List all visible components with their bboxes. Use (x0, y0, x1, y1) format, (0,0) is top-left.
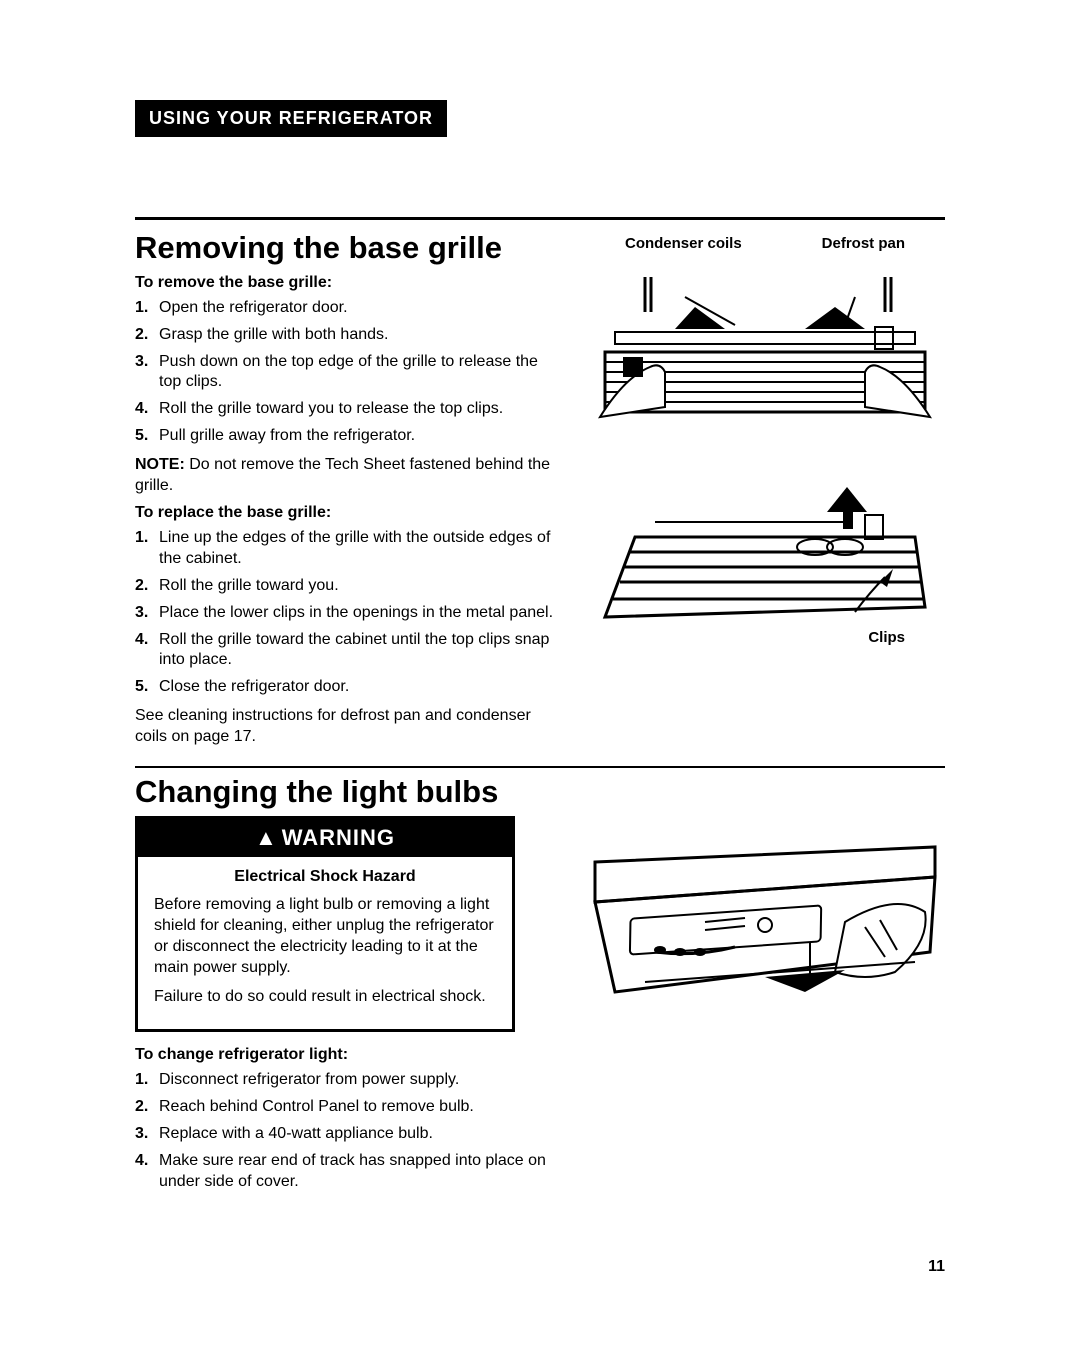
label-clips: Clips (585, 629, 945, 646)
warning-p2: Failure to do so could result in electri… (154, 987, 496, 1008)
list-item: Place the lower clips in the openings in… (135, 603, 555, 624)
note-text: Do not remove the Tech Sheet fastened be… (135, 456, 550, 494)
list-item: Open the refrigerator door. (135, 298, 555, 319)
change-steps: Disconnect refrigerator from power suppl… (135, 1070, 555, 1192)
warning-heading: WARNING (138, 819, 512, 857)
right-column: Condenser coils Defrost pan (585, 230, 945, 646)
list-item: Disconnect refrigerator from power suppl… (135, 1070, 555, 1091)
replace-steps: Line up the edges of the grille with the… (135, 528, 555, 698)
warning-body: Electrical Shock Hazard Before removing … (138, 857, 512, 1030)
rule-top (135, 217, 945, 220)
note-label: NOTE: (135, 456, 185, 473)
list-item: Replace with a 40-watt appliance bulb. (135, 1124, 555, 1145)
section-tab: USING YOUR REFRIGERATOR (135, 100, 447, 137)
list-item: Push down on the top edge of the grille … (135, 352, 555, 394)
label-condenser: Condenser coils (625, 236, 742, 253)
list-item: Close the refrigerator door. (135, 677, 555, 698)
figure-light-panel (585, 822, 945, 1022)
list-item: Make sure rear end of track has snapped … (135, 1151, 555, 1193)
grille-hands-illustration (585, 257, 945, 427)
section-removing-grille: Removing the base grille To remove the b… (135, 230, 945, 756)
subhead-change-light: To change refrigerator light: (135, 1046, 555, 1064)
see-also: See cleaning instructions for defrost pa… (135, 706, 555, 748)
list-item: Roll the grille toward you to release th… (135, 399, 555, 420)
warning-subtitle: Electrical Shock Hazard (154, 867, 496, 888)
right-column-2 (585, 816, 945, 1022)
warning-p1: Before removing a light bulb or removing… (154, 895, 496, 978)
list-item: Grasp the grille with both hands. (135, 325, 555, 346)
warning-box: WARNING Electrical Shock Hazard Before r… (135, 816, 515, 1033)
rule-mid (135, 766, 945, 768)
list-item: Pull grille away from the refrigerator. (135, 426, 555, 447)
figure-base-grille-hands: Condenser coils Defrost pan (585, 236, 945, 427)
left-column: Removing the base grille To remove the b… (135, 230, 555, 756)
heading-removing: Removing the base grille (135, 230, 555, 266)
light-panel-illustration (585, 822, 945, 1022)
list-item: Roll the grille toward you. (135, 576, 555, 597)
subhead-replace: To replace the base grille: (135, 504, 555, 522)
section-light-bulbs: WARNING Electrical Shock Hazard Before r… (135, 816, 945, 1199)
list-item: Line up the edges of the grille with the… (135, 528, 555, 570)
grille-clips-illustration (585, 477, 945, 627)
page-number: 11 (135, 1258, 945, 1276)
list-item: Reach behind Control Panel to remove bul… (135, 1097, 555, 1118)
figure-base-grille-clips: Clips (585, 477, 945, 646)
left-column-2: WARNING Electrical Shock Hazard Before r… (135, 816, 555, 1199)
subhead-remove: To remove the base grille: (135, 274, 555, 292)
label-defrost: Defrost pan (822, 236, 905, 253)
remove-steps: Open the refrigerator door. Grasp the gr… (135, 298, 555, 447)
note-para: NOTE: Do not remove the Tech Sheet faste… (135, 455, 555, 497)
list-item: Roll the grille toward the cabinet until… (135, 630, 555, 672)
heading-light-bulbs: Changing the light bulbs (135, 774, 945, 810)
